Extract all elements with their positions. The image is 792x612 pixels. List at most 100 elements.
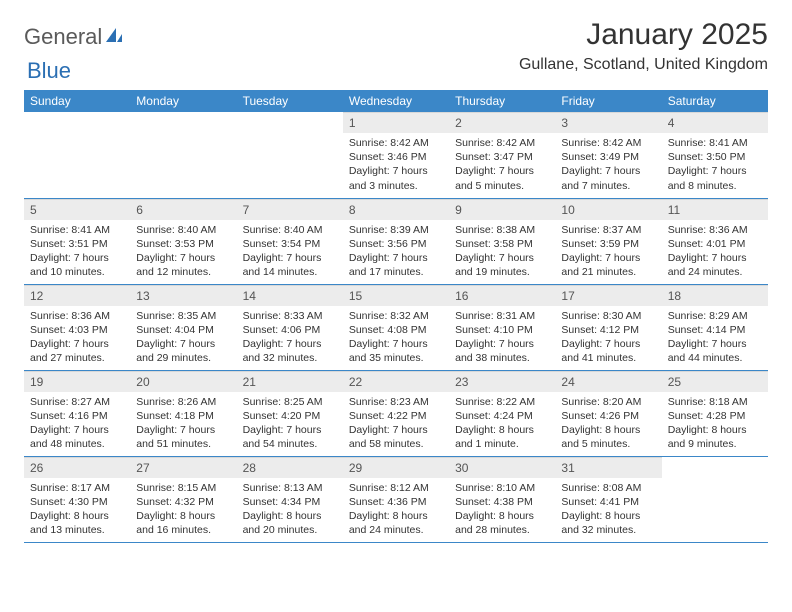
day-details: Sunrise: 8:32 AMSunset: 4:08 PMDaylight:… — [343, 306, 449, 370]
sunrise-line: Sunrise: 8:13 AM — [243, 481, 337, 495]
calendar-cell: 11Sunrise: 8:36 AMSunset: 4:01 PMDayligh… — [662, 198, 768, 284]
sunrise-line: Sunrise: 8:42 AM — [349, 136, 443, 150]
sunset-line: Sunset: 4:34 PM — [243, 495, 337, 509]
daylight-line: Daylight: 7 hours and 35 minutes. — [349, 337, 443, 365]
day-number: 8 — [343, 199, 449, 220]
day-number: 5 — [24, 199, 130, 220]
sunset-line: Sunset: 3:53 PM — [136, 237, 230, 251]
day-number: 17 — [555, 285, 661, 306]
daylight-line: Daylight: 7 hours and 5 minutes. — [455, 164, 549, 192]
day-details: Sunrise: 8:37 AMSunset: 3:59 PMDaylight:… — [555, 220, 661, 284]
day-number: 15 — [343, 285, 449, 306]
calendar-cell: 26Sunrise: 8:17 AMSunset: 4:30 PMDayligh… — [24, 456, 130, 542]
sunrise-line: Sunrise: 8:29 AM — [668, 309, 762, 323]
sunset-line: Sunset: 4:08 PM — [349, 323, 443, 337]
sunset-line: Sunset: 4:28 PM — [668, 409, 762, 423]
day-details: Sunrise: 8:20 AMSunset: 4:26 PMDaylight:… — [555, 392, 661, 456]
calendar-cell: 4Sunrise: 8:41 AMSunset: 3:50 PMDaylight… — [662, 112, 768, 198]
sunrise-line: Sunrise: 8:08 AM — [561, 481, 655, 495]
sunrise-line: Sunrise: 8:18 AM — [668, 395, 762, 409]
day-details: Sunrise: 8:22 AMSunset: 4:24 PMDaylight:… — [449, 392, 555, 456]
daylight-line: Daylight: 7 hours and 8 minutes. — [668, 164, 762, 192]
calendar-cell — [237, 112, 343, 198]
day-number: 16 — [449, 285, 555, 306]
calendar-table: Sunday Monday Tuesday Wednesday Thursday… — [24, 90, 768, 543]
day-details: Sunrise: 8:41 AMSunset: 3:51 PMDaylight:… — [24, 220, 130, 284]
weekday-header: Thursday — [449, 90, 555, 112]
sunset-line: Sunset: 4:16 PM — [30, 409, 124, 423]
sunrise-line: Sunrise: 8:32 AM — [349, 309, 443, 323]
sunset-line: Sunset: 4:04 PM — [136, 323, 230, 337]
calendar-cell: 15Sunrise: 8:32 AMSunset: 4:08 PMDayligh… — [343, 284, 449, 370]
day-details: Sunrise: 8:27 AMSunset: 4:16 PMDaylight:… — [24, 392, 130, 456]
daylight-line: Daylight: 7 hours and 7 minutes. — [561, 164, 655, 192]
weekday-header: Wednesday — [343, 90, 449, 112]
sunrise-line: Sunrise: 8:39 AM — [349, 223, 443, 237]
weekday-header-row: Sunday Monday Tuesday Wednesday Thursday… — [24, 90, 768, 112]
sunset-line: Sunset: 4:10 PM — [455, 323, 549, 337]
day-details: Sunrise: 8:42 AMSunset: 3:49 PMDaylight:… — [555, 133, 661, 197]
weekday-header: Friday — [555, 90, 661, 112]
sunrise-line: Sunrise: 8:41 AM — [30, 223, 124, 237]
calendar-cell: 7Sunrise: 8:40 AMSunset: 3:54 PMDaylight… — [237, 198, 343, 284]
sunset-line: Sunset: 3:58 PM — [455, 237, 549, 251]
daylight-line: Daylight: 8 hours and 1 minute. — [455, 423, 549, 451]
sunrise-line: Sunrise: 8:15 AM — [136, 481, 230, 495]
calendar-row: 19Sunrise: 8:27 AMSunset: 4:16 PMDayligh… — [24, 370, 768, 456]
daylight-line: Daylight: 7 hours and 14 minutes. — [243, 251, 337, 279]
day-number: 30 — [449, 457, 555, 478]
weekday-header: Tuesday — [237, 90, 343, 112]
day-number: 12 — [24, 285, 130, 306]
sunrise-line: Sunrise: 8:25 AM — [243, 395, 337, 409]
sunset-line: Sunset: 4:38 PM — [455, 495, 549, 509]
sunrise-line: Sunrise: 8:41 AM — [668, 136, 762, 150]
day-details: Sunrise: 8:40 AMSunset: 3:53 PMDaylight:… — [130, 220, 236, 284]
sunset-line: Sunset: 3:59 PM — [561, 237, 655, 251]
sunset-line: Sunset: 4:24 PM — [455, 409, 549, 423]
day-details: Sunrise: 8:29 AMSunset: 4:14 PMDaylight:… — [662, 306, 768, 370]
month-title: January 2025 — [519, 18, 768, 52]
calendar-cell: 18Sunrise: 8:29 AMSunset: 4:14 PMDayligh… — [662, 284, 768, 370]
day-details: Sunrise: 8:42 AMSunset: 3:47 PMDaylight:… — [449, 133, 555, 197]
calendar-cell: 31Sunrise: 8:08 AMSunset: 4:41 PMDayligh… — [555, 456, 661, 542]
sunset-line: Sunset: 3:46 PM — [349, 150, 443, 164]
sunrise-line: Sunrise: 8:33 AM — [243, 309, 337, 323]
daylight-line: Daylight: 7 hours and 58 minutes. — [349, 423, 443, 451]
daylight-line: Daylight: 8 hours and 32 minutes. — [561, 509, 655, 537]
calendar-cell: 19Sunrise: 8:27 AMSunset: 4:16 PMDayligh… — [24, 370, 130, 456]
calendar-cell: 22Sunrise: 8:23 AMSunset: 4:22 PMDayligh… — [343, 370, 449, 456]
day-number: 29 — [343, 457, 449, 478]
calendar-cell: 28Sunrise: 8:13 AMSunset: 4:34 PMDayligh… — [237, 456, 343, 542]
daylight-line: Daylight: 7 hours and 24 minutes. — [668, 251, 762, 279]
daylight-line: Daylight: 7 hours and 12 minutes. — [136, 251, 230, 279]
day-details: Sunrise: 8:42 AMSunset: 3:46 PMDaylight:… — [343, 133, 449, 197]
sunrise-line: Sunrise: 8:36 AM — [668, 223, 762, 237]
day-details: Sunrise: 8:15 AMSunset: 4:32 PMDaylight:… — [130, 478, 236, 542]
sunrise-line: Sunrise: 8:30 AM — [561, 309, 655, 323]
calendar-cell: 24Sunrise: 8:20 AMSunset: 4:26 PMDayligh… — [555, 370, 661, 456]
day-number: 10 — [555, 199, 661, 220]
day-details: Sunrise: 8:12 AMSunset: 4:36 PMDaylight:… — [343, 478, 449, 542]
day-details: Sunrise: 8:41 AMSunset: 3:50 PMDaylight:… — [662, 133, 768, 197]
day-details: Sunrise: 8:17 AMSunset: 4:30 PMDaylight:… — [24, 478, 130, 542]
weekday-header: Saturday — [662, 90, 768, 112]
calendar-cell: 25Sunrise: 8:18 AMSunset: 4:28 PMDayligh… — [662, 370, 768, 456]
calendar-cell — [662, 456, 768, 542]
sunset-line: Sunset: 4:01 PM — [668, 237, 762, 251]
sunrise-line: Sunrise: 8:36 AM — [30, 309, 124, 323]
sunrise-line: Sunrise: 8:42 AM — [455, 136, 549, 150]
daylight-line: Daylight: 8 hours and 16 minutes. — [136, 509, 230, 537]
day-details: Sunrise: 8:18 AMSunset: 4:28 PMDaylight:… — [662, 392, 768, 456]
day-number: 3 — [555, 112, 661, 133]
day-number: 31 — [555, 457, 661, 478]
daylight-line: Daylight: 8 hours and 13 minutes. — [30, 509, 124, 537]
daylight-line: Daylight: 7 hours and 48 minutes. — [30, 423, 124, 451]
logo-sail-icon — [104, 26, 124, 49]
daylight-line: Daylight: 8 hours and 20 minutes. — [243, 509, 337, 537]
daylight-line: Daylight: 7 hours and 21 minutes. — [561, 251, 655, 279]
sunset-line: Sunset: 4:26 PM — [561, 409, 655, 423]
daylight-line: Daylight: 7 hours and 54 minutes. — [243, 423, 337, 451]
day-number: 7 — [237, 199, 343, 220]
sunset-line: Sunset: 3:50 PM — [668, 150, 762, 164]
calendar-cell: 16Sunrise: 8:31 AMSunset: 4:10 PMDayligh… — [449, 284, 555, 370]
